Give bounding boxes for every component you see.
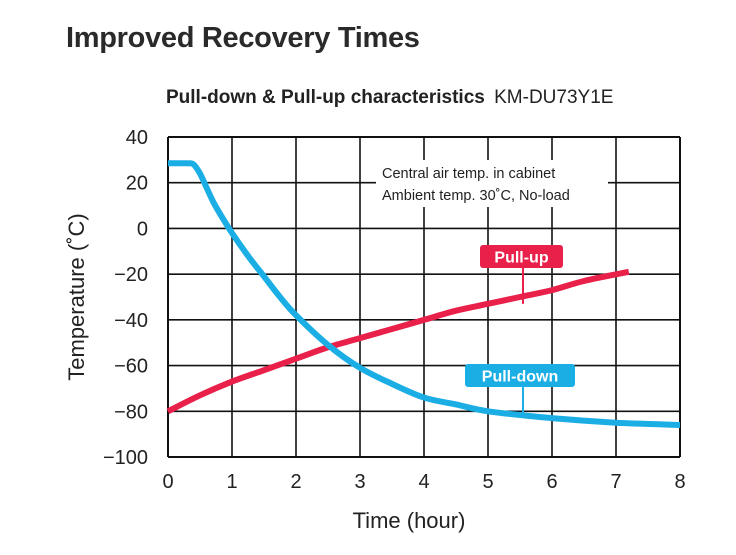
chart-subtitle: Pull-down & Pull-up characteristics KM-D… [166, 87, 613, 109]
y-tick-label: 0 [137, 218, 148, 240]
x-tick-label: 5 [482, 471, 493, 493]
x-tick-label: 0 [162, 471, 173, 493]
x-tick-label: 6 [546, 471, 557, 493]
y-axis-label: Temperature (˚C) [64, 213, 89, 380]
series-line-pull-up [166, 268, 630, 414]
series-label-pull-up: Pull-up [494, 250, 548, 267]
y-tick-label: −60 [114, 356, 148, 378]
x-tick-label: 2 [290, 471, 301, 493]
y-tick-label: −80 [114, 401, 148, 423]
x-tick-label: 8 [674, 471, 685, 493]
x-tick-label: 3 [354, 471, 365, 493]
y-tick-label: 20 [126, 173, 148, 195]
x-axis-label: Time (hour) [353, 508, 466, 533]
x-tick-label: 7 [610, 471, 621, 493]
annotation-line-2: Ambient temp. 30˚C, No-load [382, 188, 570, 204]
page-title: Improved Recovery Times [66, 22, 420, 54]
series-lines [166, 160, 681, 428]
annotation-line-1: Central air temp. in cabinet [382, 166, 555, 182]
y-tick-label: 40 [126, 127, 148, 149]
series-label-pull-down: Pull-down [482, 369, 558, 386]
y-tick-label: −100 [103, 447, 148, 469]
y-tick-label: −40 [114, 310, 148, 332]
tick-labels: 0 1 2 3 4 5 6 7 8 40 20 0 −20 −40 −60 −80 −100 [103, 127, 686, 493]
x-tick-label: 4 [418, 471, 429, 493]
series-line-pull-down [167, 160, 681, 428]
series-labels: Pull-up Pull-down [465, 245, 575, 414]
series-label-badge-pull-down [465, 364, 575, 387]
annotation-box: Central air temp. in cabinet Ambient tem… [376, 160, 608, 207]
x-tick-label: 1 [226, 471, 237, 493]
chart-subtitle-text: Pull-down & Pull-up characteristics [166, 87, 485, 108]
model-number: KM-DU73Y1E [494, 87, 614, 108]
y-tick-label: −20 [114, 264, 148, 286]
series-label-badge-pull-up [480, 245, 563, 268]
